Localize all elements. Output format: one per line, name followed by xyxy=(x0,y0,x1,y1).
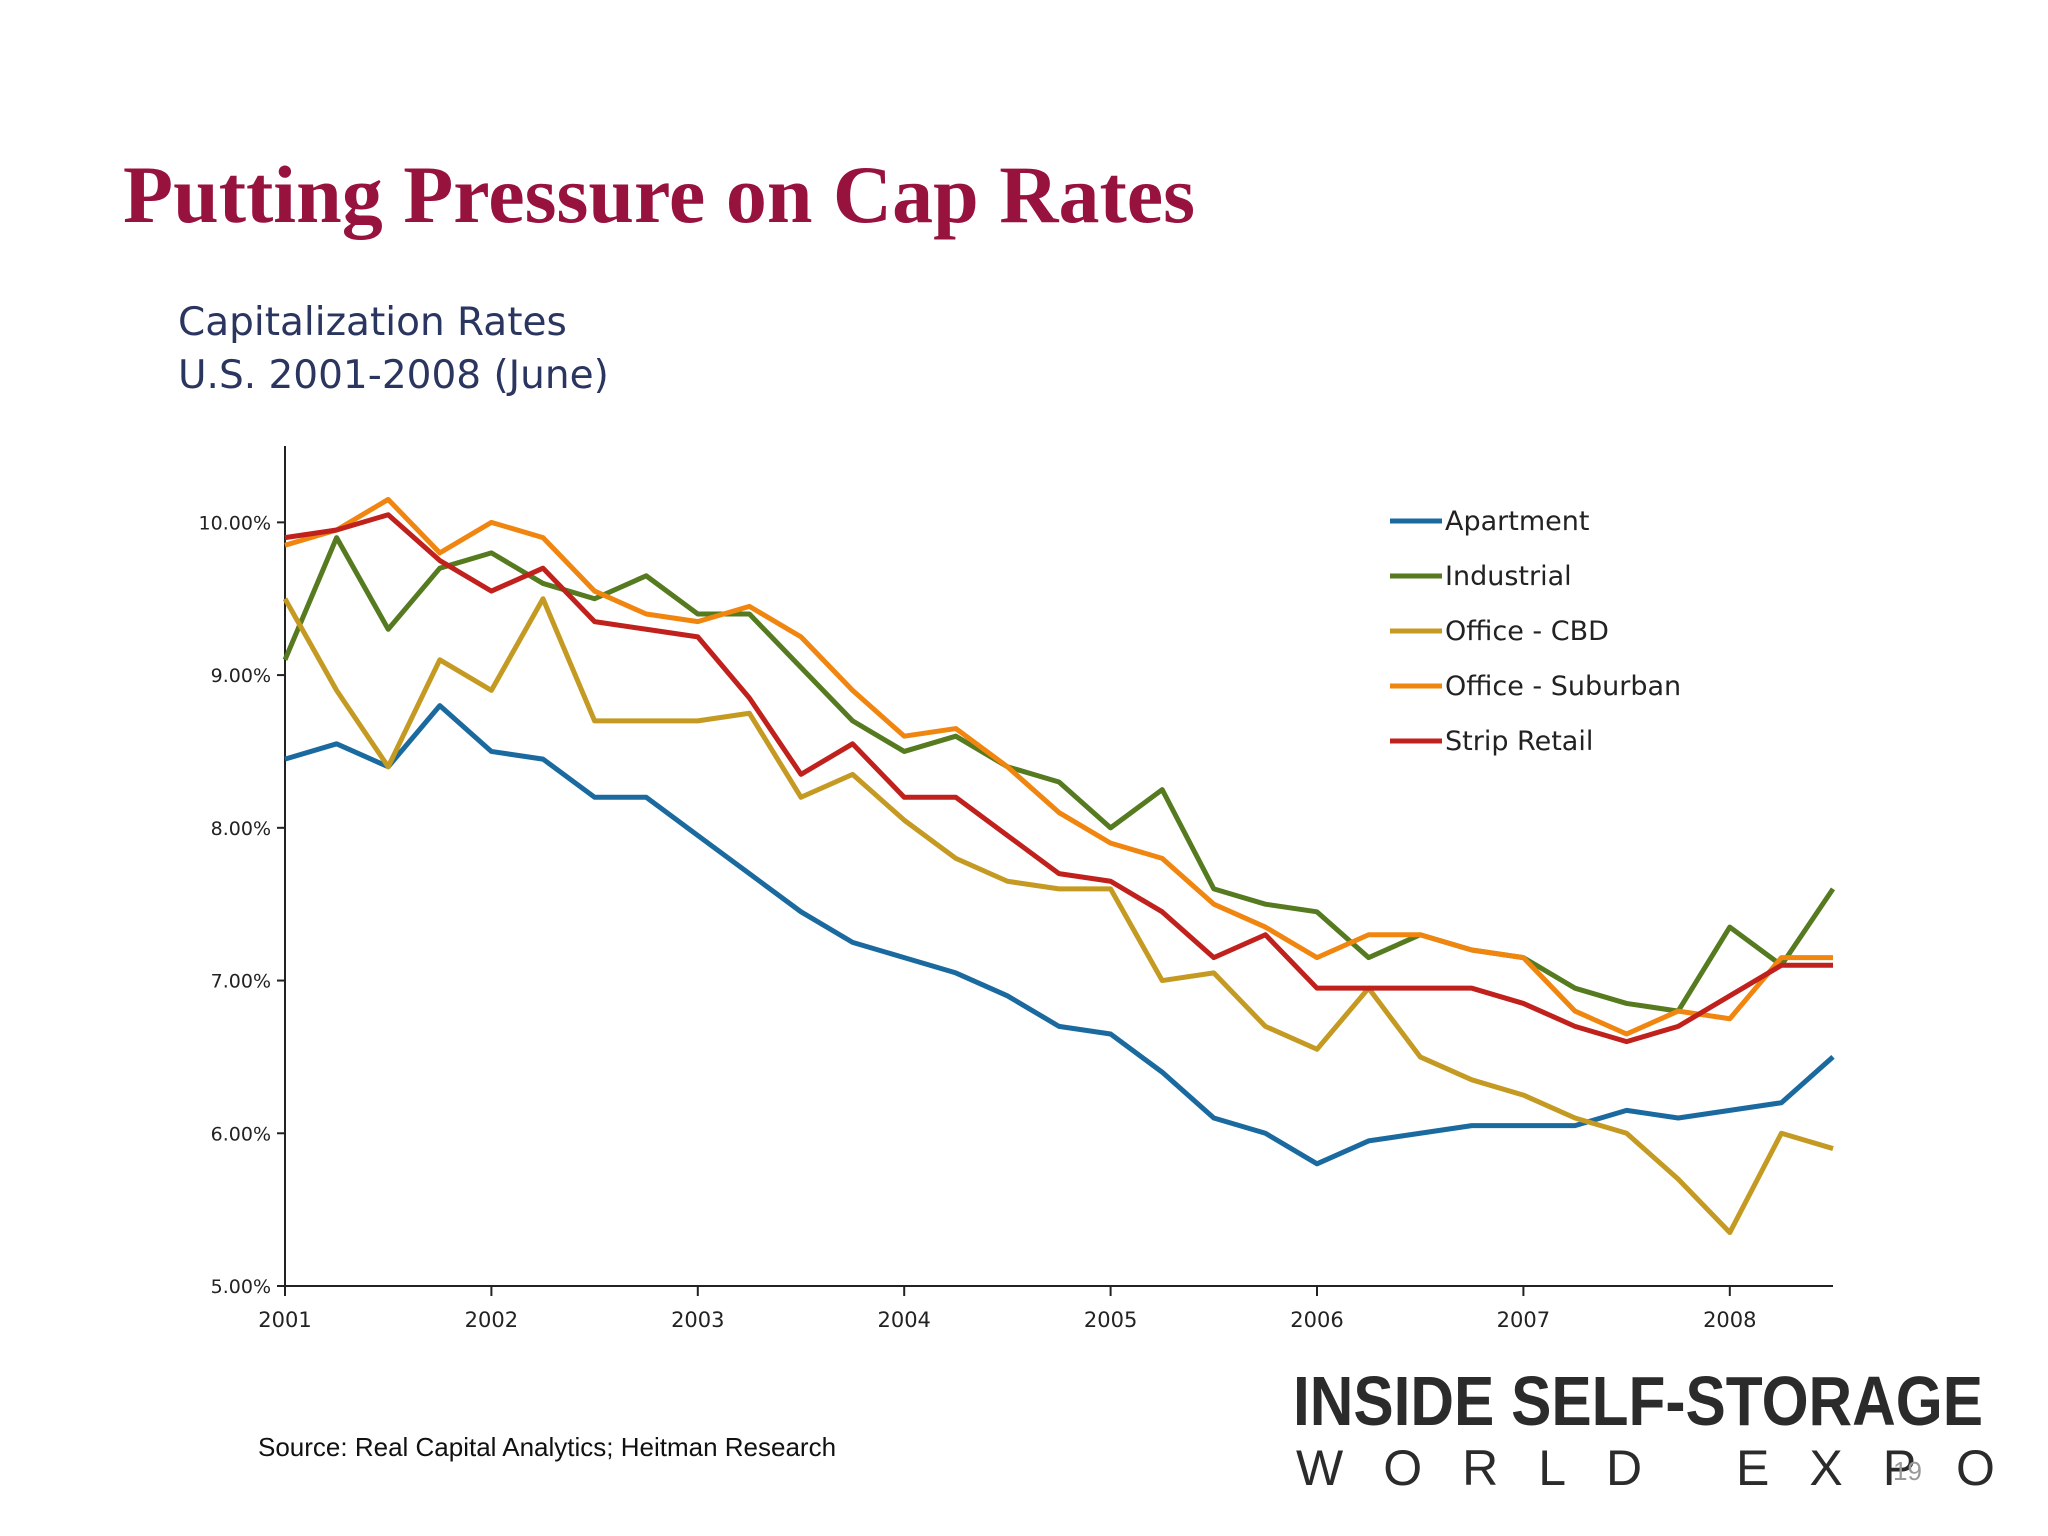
x-tick-label: 2002 xyxy=(465,1308,518,1332)
page-number: 19 xyxy=(1893,1456,1922,1486)
x-tick-label: 2004 xyxy=(877,1308,930,1332)
chart-subtitle: U.S. 2001-2008 (June) xyxy=(178,353,609,398)
series-line xyxy=(284,512,1833,1045)
legend-label: Apartment xyxy=(1445,506,1589,537)
series-line xyxy=(284,496,1833,1037)
y-tick-label: 7.00% xyxy=(211,971,271,993)
x-tick-label: 2006 xyxy=(1290,1308,1343,1332)
chart-title: Capitalization Rates xyxy=(178,300,567,345)
source-note: Source: Real Capital Analytics; Heitman … xyxy=(258,1432,836,1462)
y-tick-label: 9.00% xyxy=(211,665,271,687)
slide-title: Putting Pressure on Cap Rates xyxy=(123,149,1195,240)
legend-label: Strip Retail xyxy=(1445,726,1593,757)
y-tick-label: 8.00% xyxy=(211,818,271,840)
logo-top: INSIDE SELF-STORAGE xyxy=(1293,1362,1983,1440)
y-tick-label: 10.00% xyxy=(199,512,271,534)
x-tick-label: 2008 xyxy=(1703,1308,1756,1332)
x-tick-label: 2005 xyxy=(1084,1308,1137,1332)
y-tick-label: 6.00% xyxy=(211,1123,271,1145)
x-tick-label: 2001 xyxy=(258,1308,311,1332)
series-line xyxy=(284,703,1835,1167)
x-tick-label: 2003 xyxy=(671,1308,724,1332)
logo-bottom: WORLD EXPO xyxy=(1296,1440,2035,1496)
series-line xyxy=(282,596,1834,1236)
legend-label: Office - Suburban xyxy=(1445,671,1681,702)
y-tick-label: 5.00% xyxy=(211,1276,271,1298)
legend-label: Office - CBD xyxy=(1445,616,1609,647)
x-tick-label: 2007 xyxy=(1497,1308,1550,1332)
series-line xyxy=(282,535,1836,1014)
legend-label: Industrial xyxy=(1445,561,1572,592)
